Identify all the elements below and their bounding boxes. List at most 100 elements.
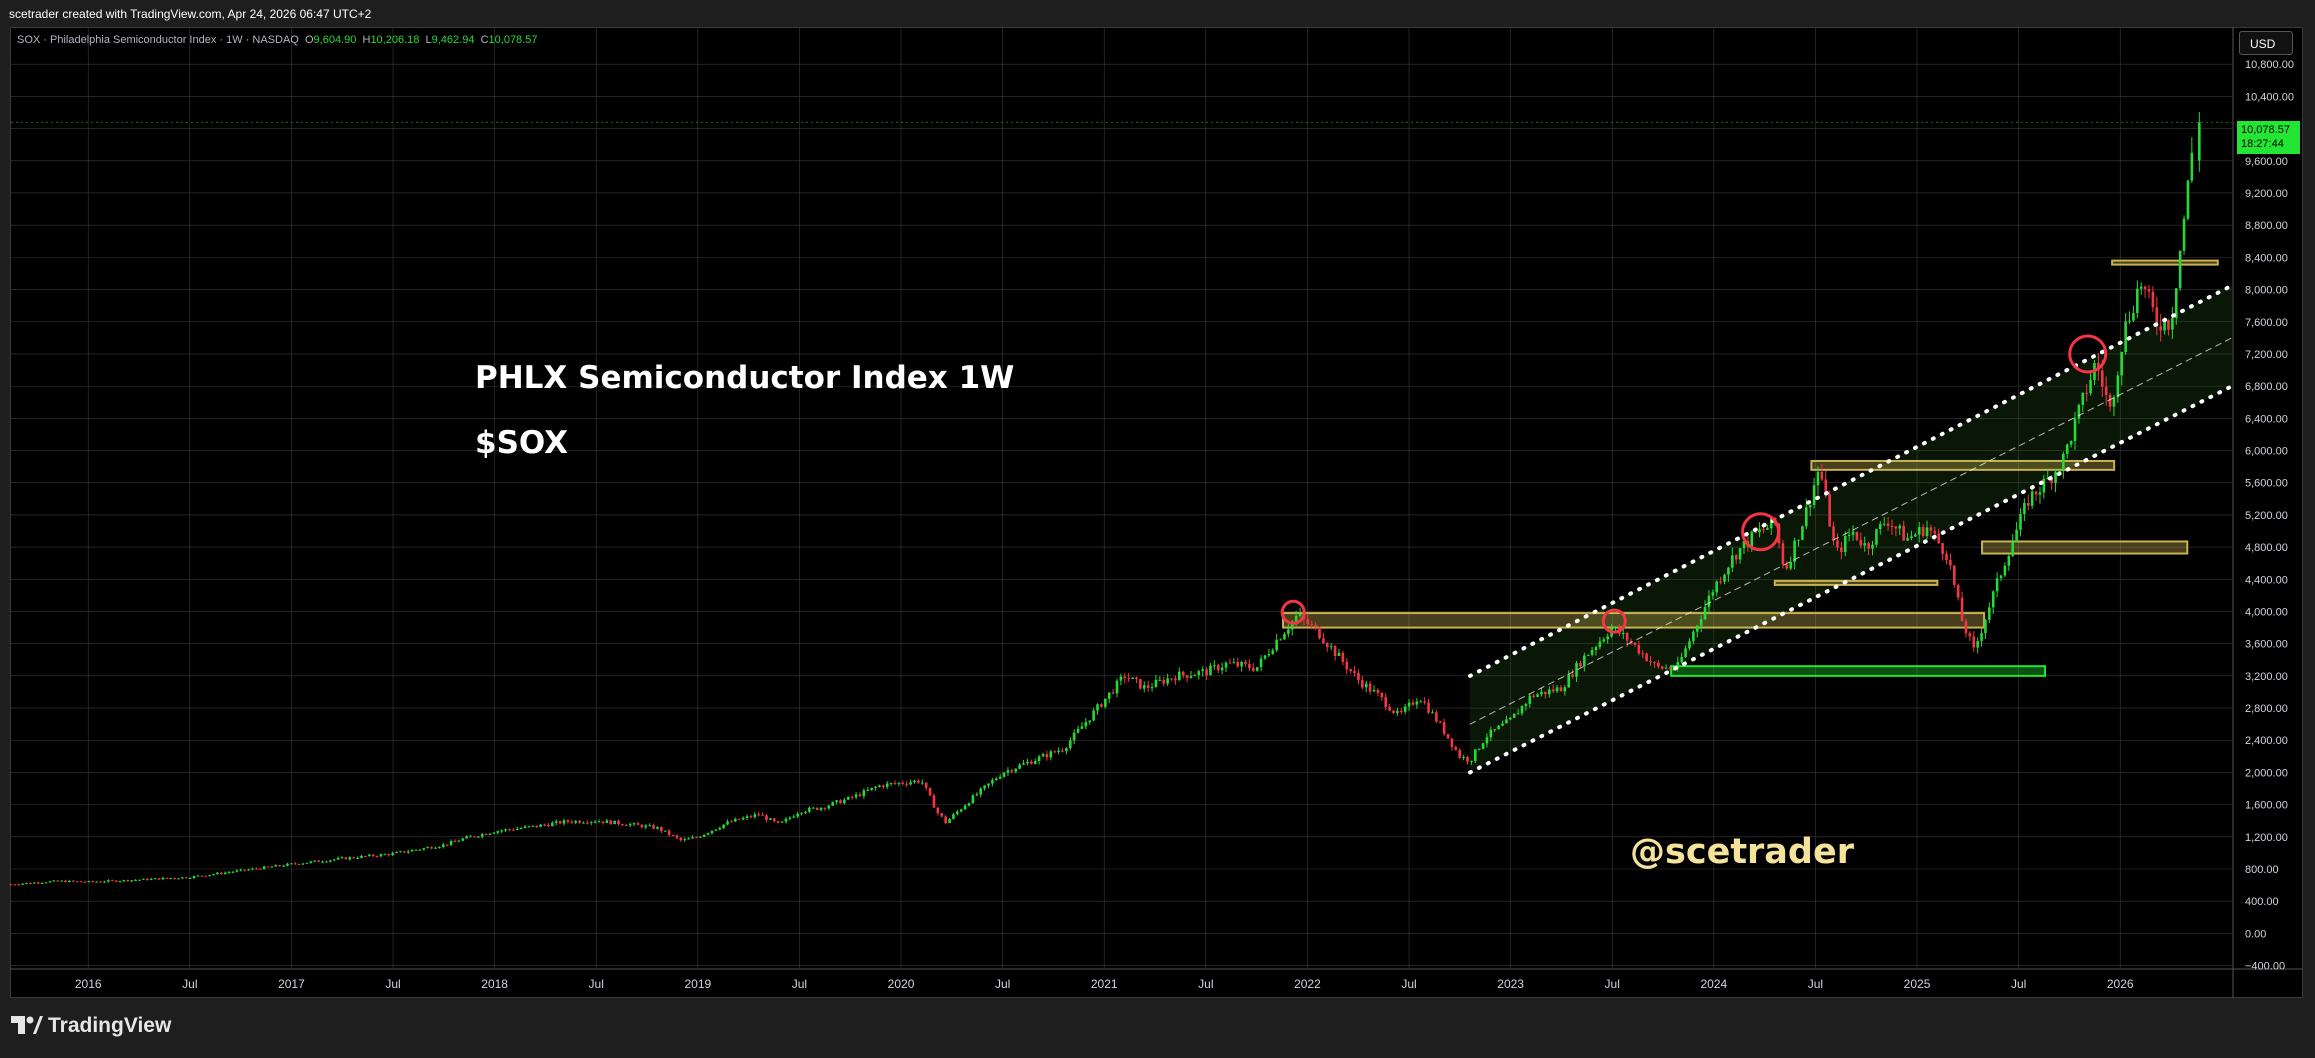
candle-body xyxy=(640,824,644,828)
candle-body xyxy=(897,782,901,784)
candle-body xyxy=(909,782,912,785)
candle-body xyxy=(406,851,410,853)
candle-body xyxy=(1473,749,1477,761)
candle-body xyxy=(1801,526,1804,540)
candle-body xyxy=(1119,676,1123,681)
candle-body xyxy=(1984,619,1987,634)
candle-body xyxy=(1181,671,1185,676)
time-tick-label: 2022 xyxy=(1294,977,1321,991)
candle-body xyxy=(1832,526,1835,541)
time-tick-label: 2017 xyxy=(278,977,305,991)
candle-body xyxy=(200,875,204,877)
candle-body xyxy=(52,880,56,882)
candle-body xyxy=(1045,754,1049,758)
time-tick-label: Jul xyxy=(589,977,604,991)
candle-body xyxy=(1329,646,1333,648)
price-axis: −400.00 0.00 400.00 800.00 1,200.00 1,600.00 2… xyxy=(2245,59,2294,972)
candle-body xyxy=(2151,291,2155,308)
candle-body xyxy=(110,880,114,882)
open-label: O xyxy=(304,34,314,46)
candle-body xyxy=(321,861,324,863)
candle-body xyxy=(1555,687,1559,692)
candle-body xyxy=(1470,760,1473,762)
candle-body xyxy=(1267,653,1271,656)
candle-body xyxy=(889,783,893,785)
candle-body xyxy=(2139,286,2143,289)
candle-body xyxy=(1657,662,1660,667)
candle-body xyxy=(936,807,940,814)
candle-body xyxy=(1357,673,1360,681)
tradingview-logo-icon[interactable] xyxy=(11,1016,43,1034)
price-tick-label: 10,400.00 xyxy=(2245,91,2294,103)
candle-body xyxy=(2054,471,2057,484)
time-tick-label: 2019 xyxy=(684,977,711,991)
price-tick-label: 0.00 xyxy=(2245,928,2266,940)
candle-body xyxy=(2085,392,2088,394)
candle-body xyxy=(601,821,605,823)
candle-body xyxy=(449,840,453,845)
candle-body xyxy=(854,794,858,798)
chart-annotation-title: PHLX Semiconductor Index 1W xyxy=(475,360,1015,396)
candle-body xyxy=(282,865,285,867)
candle-body xyxy=(243,869,246,871)
tradingview-brand[interactable]: TradingView xyxy=(48,1014,172,1037)
candle-body xyxy=(2081,392,2085,405)
candle-body xyxy=(1750,531,1754,547)
candle-body xyxy=(1178,671,1181,681)
candle-body xyxy=(609,820,613,825)
price-tick-label: 9,200.00 xyxy=(2245,188,2288,200)
candle-body xyxy=(1450,738,1454,747)
candle-body xyxy=(2116,375,2120,398)
candle-body xyxy=(1341,652,1345,662)
candle-body xyxy=(1041,754,1045,757)
price-tick-label: −400.00 xyxy=(2245,961,2285,973)
candle-body xyxy=(663,830,667,832)
candle-body xyxy=(1684,648,1687,658)
candle-body xyxy=(181,877,184,879)
candle-body xyxy=(1271,650,1275,654)
candle-body xyxy=(2069,441,2073,445)
candle-body xyxy=(375,856,379,858)
currency-button[interactable]: USD xyxy=(2239,31,2293,55)
candle-body xyxy=(539,824,542,827)
candle-body xyxy=(60,880,63,882)
candle-body xyxy=(173,878,176,880)
candle-body xyxy=(153,878,157,880)
candle-body xyxy=(1287,629,1290,635)
candle-body xyxy=(2007,556,2011,566)
candle-body xyxy=(1380,692,1384,698)
candle-body xyxy=(1738,548,1742,560)
chart-pane[interactable] xyxy=(10,27,2303,998)
candle-body xyxy=(843,799,846,804)
candle-body xyxy=(1310,624,1314,626)
candle-body xyxy=(1925,527,1929,537)
candle-body xyxy=(1037,756,1041,761)
high-value: 10,206.18 xyxy=(370,34,420,46)
candle-body xyxy=(846,796,850,800)
chart-annotation-ticker: $SOX xyxy=(475,425,569,461)
candle-body xyxy=(765,815,768,820)
candle-body xyxy=(745,816,749,818)
candle-body xyxy=(387,854,391,856)
candle-body xyxy=(118,881,122,883)
candle-body xyxy=(1388,706,1391,711)
candle-body xyxy=(987,783,990,786)
candle-body xyxy=(1692,631,1695,642)
candle-body xyxy=(975,794,979,796)
candle-body xyxy=(2178,250,2182,289)
candle-body xyxy=(1497,725,1500,730)
candle-body xyxy=(1154,679,1158,688)
candle-body xyxy=(1637,644,1641,654)
candle-body xyxy=(706,833,710,835)
candle-body xyxy=(1006,770,1010,773)
candle-body xyxy=(177,878,180,880)
candle-body xyxy=(1123,676,1127,679)
symbol-legend: SOX · Philadelphia Semiconductor Index ·… xyxy=(17,34,537,46)
candle-body xyxy=(679,837,683,841)
candle-body xyxy=(2163,320,2166,331)
candle-body xyxy=(1193,675,1197,677)
candle-body xyxy=(796,813,799,817)
candle-body xyxy=(469,836,472,838)
candle-body xyxy=(1524,703,1528,706)
